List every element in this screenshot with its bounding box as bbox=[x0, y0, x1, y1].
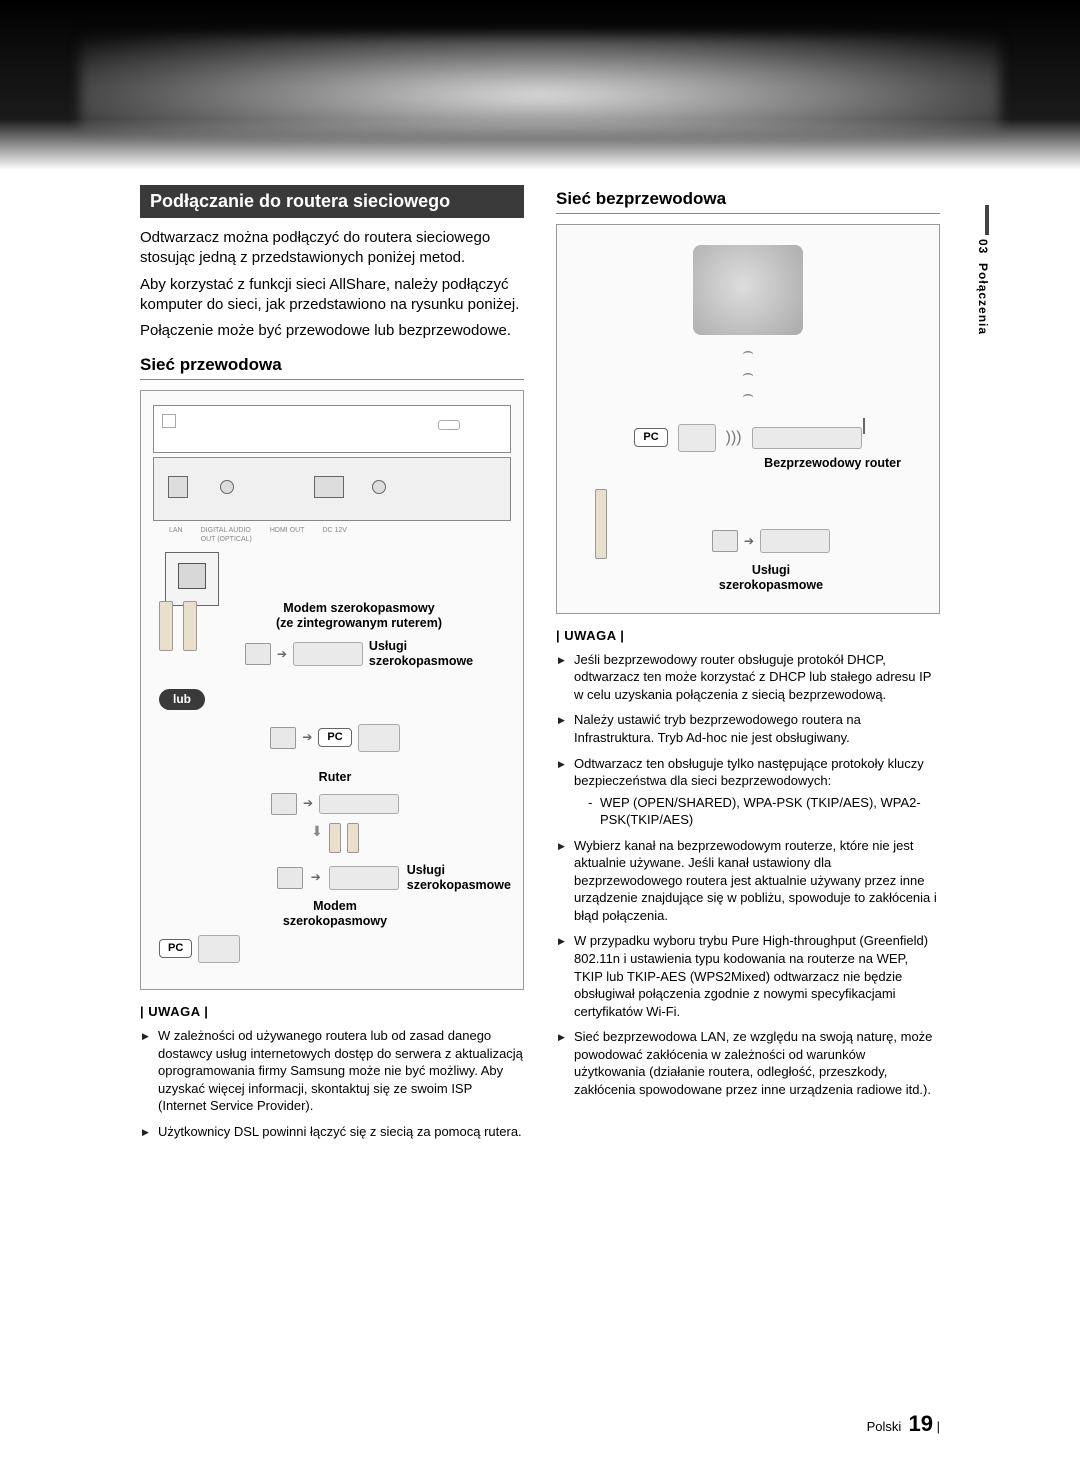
modem-device-icon bbox=[329, 866, 399, 890]
arrow-icon: ➔ bbox=[277, 647, 287, 661]
router-label: Ruter bbox=[159, 770, 511, 785]
chapter-title: Połączenia bbox=[976, 263, 990, 335]
port-labels: LAN DIGITAL AUDIO OUT (OPTICAL) HDMI OUT… bbox=[169, 527, 511, 544]
wired-subheading: Sieć przewodowa bbox=[140, 355, 524, 375]
footer-page-number: 19 bbox=[909, 1411, 933, 1436]
note-sub-item: WEP (OPEN/SHARED), WPA-PSK (TKIP/AES), W… bbox=[588, 794, 940, 829]
arrow-icon: ➔ bbox=[303, 796, 313, 810]
page-footer: Polski 19 | bbox=[867, 1411, 940, 1437]
notes-header-left: | UWAGA | bbox=[140, 1004, 524, 1019]
modem-label: Modem szerokopasmowy bbox=[159, 899, 511, 929]
cable-down-icon: ⬇ bbox=[311, 823, 323, 853]
modem-device-icon bbox=[293, 642, 363, 666]
note-item: Sieć bezprzewodowa LAN, ze względu na sw… bbox=[556, 1028, 940, 1098]
photo-top-border bbox=[0, 0, 1080, 170]
port-label-audio: DIGITAL AUDIO OUT (OPTICAL) bbox=[201, 527, 252, 544]
laptop-icon bbox=[678, 424, 716, 452]
wifi-waves-icon: ⌢⌢⌢ bbox=[569, 341, 927, 406]
player-top-view bbox=[153, 405, 511, 453]
notes-list-right: Jeśli bezprzewodowy router obsługuje pro… bbox=[556, 651, 940, 1099]
note-item: Użytkownicy DSL powinni łączyć się z sie… bbox=[140, 1123, 524, 1141]
note-item: Odtwarzacz ten obsługuje tylko następują… bbox=[556, 755, 940, 829]
note-text: Odtwarzacz ten obsługuje tylko następują… bbox=[574, 756, 924, 789]
wireless-router-icon bbox=[752, 427, 862, 449]
rj45-icon bbox=[271, 793, 297, 815]
chapter-side-tab: 03 Połączenia bbox=[976, 205, 998, 335]
section-title-bar: Podłączanie do routera sieciowego bbox=[140, 185, 524, 218]
arrow-icon: ➔ bbox=[311, 870, 321, 884]
note-item: Jeśli bezprzewodowy router obsługuje pro… bbox=[556, 651, 940, 704]
port-label-lan: LAN bbox=[169, 527, 183, 544]
pc-badge: PC bbox=[634, 428, 667, 447]
rj45-icon bbox=[270, 727, 296, 749]
cable-icon bbox=[595, 489, 607, 559]
note-item: Należy ustawić tryb bezprzewodowego rout… bbox=[556, 711, 940, 746]
divider bbox=[140, 379, 524, 380]
wireless-router-label: Bezprzewodowy router bbox=[569, 456, 927, 471]
wired-network-diagram: LAN DIGITAL AUDIO OUT (OPTICAL) HDMI OUT… bbox=[140, 390, 524, 990]
wireless-network-diagram: ⌢⌢⌢ PC ))) Bezprzewodowy router ➔ bbox=[556, 224, 940, 614]
port-label-dc: DC 12V bbox=[322, 527, 347, 544]
cable-icon bbox=[329, 823, 341, 853]
player-rear-panel bbox=[153, 457, 511, 521]
lan-port-detail-icon bbox=[165, 552, 219, 606]
modem-device-icon bbox=[760, 529, 830, 553]
arrow-icon: ➔ bbox=[744, 534, 754, 548]
divider bbox=[556, 213, 940, 214]
note-item: W przypadku wyboru trybu Pure High-throu… bbox=[556, 932, 940, 1020]
rj45-icon bbox=[712, 530, 738, 552]
port-label-hdmi: HDMI OUT bbox=[270, 527, 305, 544]
left-column: Podłączanie do routera sieciowego Odtwar… bbox=[140, 185, 524, 1149]
notes-list-left: W zależności od używanego routera lub od… bbox=[140, 1027, 524, 1140]
pc-badge: PC bbox=[159, 939, 192, 958]
arrow-icon: ➔ bbox=[302, 730, 312, 744]
services-label-1: Usługi szerokopasmowe bbox=[369, 639, 473, 669]
chapter-number: 03 bbox=[976, 239, 990, 254]
pc-badge: PC bbox=[318, 728, 351, 747]
cable-icon bbox=[159, 601, 173, 651]
right-column: Sieć bezprzewodowa ⌢⌢⌢ PC ))) Bezprzewod… bbox=[556, 185, 940, 1149]
wireless-subheading: Sieć bezprzewodowa bbox=[556, 189, 940, 209]
notes-header-right: | UWAGA | bbox=[556, 628, 940, 643]
note-item: Wybierz kanał na bezprzewodowym routerze… bbox=[556, 837, 940, 925]
cable-icon bbox=[347, 823, 359, 853]
footer-language: Polski bbox=[867, 1419, 902, 1434]
laptop-icon bbox=[198, 935, 240, 963]
laptop-icon bbox=[358, 724, 400, 752]
wifi-signal-icon: ))) bbox=[726, 428, 742, 447]
intro-paragraph-3: Połączenie może być przewodowe lub bezpr… bbox=[140, 321, 524, 341]
cable-icon bbox=[183, 601, 197, 651]
intro-paragraph-1: Odtwarzacz można podłączyć do routera si… bbox=[140, 228, 524, 269]
internet-globe-icon bbox=[693, 245, 803, 335]
services-label-wireless: Usługi szerokopasmowe bbox=[615, 563, 927, 593]
intro-paragraph-2: Aby korzystać z funkcji sieci AllShare, … bbox=[140, 275, 524, 316]
services-label-2: Usługi szerokopasmowe bbox=[407, 863, 511, 893]
rj45-icon bbox=[245, 643, 271, 665]
modem-integrated-label: Modem szerokopasmowy (ze zintegrowanym r… bbox=[207, 601, 511, 631]
note-item: W zależności od używanego routera lub od… bbox=[140, 1027, 524, 1115]
rj45-icon bbox=[277, 867, 303, 889]
page-content: 03 Połączenia Podłączanie do routera sie… bbox=[140, 185, 940, 1437]
or-pill: lub bbox=[159, 689, 205, 709]
router-device-icon bbox=[319, 794, 399, 814]
